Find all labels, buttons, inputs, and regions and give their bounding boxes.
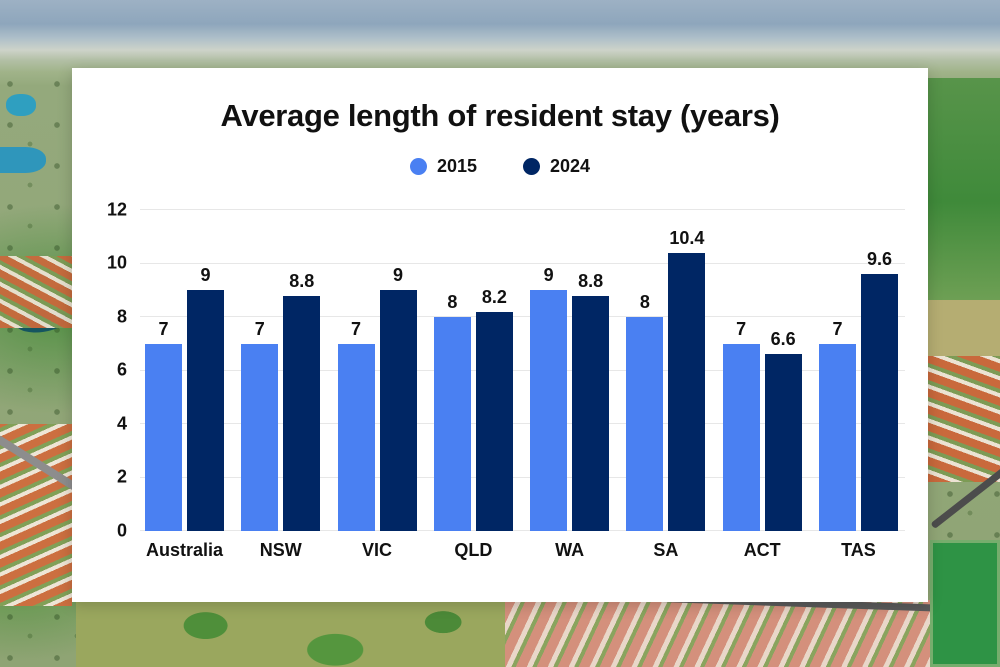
gridline-y-4: 4 (117, 413, 905, 433)
background-golf-fairway (928, 78, 1000, 303)
bar-2024-tas: 9.6 (860, 249, 898, 531)
chart-legend: 2015 2024 (72, 156, 928, 177)
legend-label: 2024 (550, 156, 591, 176)
background-pool (0, 147, 46, 173)
bar-value-label: 7 (254, 318, 265, 339)
bar-value-label: 6.6 (770, 329, 796, 350)
bar-value-label: 7 (832, 318, 843, 339)
bar-value-label: 7 (736, 318, 747, 339)
chart-card: Average length of resident stay (years) … (72, 68, 928, 602)
bar-group-qld: 8 8.2 QLD (433, 210, 513, 560)
bar-2024-nsw: 8.8 (283, 271, 321, 531)
gridline-y-10: 10 (107, 253, 905, 273)
y-axis-tick-2: 2 (116, 466, 127, 487)
gridline-y-2: 2 (117, 467, 905, 487)
y-axis-tick-6: 6 (116, 359, 127, 380)
bar-2015-vic: 7 (337, 319, 375, 531)
legend-swatch-icon (523, 158, 540, 175)
x-axis-label-tas: TAS (841, 540, 876, 560)
bar-groups: 7 9 Australia 7 8.8 NSW 7 9 VIC 8 8.2 QLD 9 8.8 WA 8 10.… (140, 210, 905, 560)
y-axis-tick-10: 10 (106, 252, 127, 273)
gridline-y-0: 0 (117, 520, 905, 540)
bar-value-label: 8.2 (481, 286, 507, 307)
bar-2015-qld: 8 (433, 292, 471, 531)
background-pond (930, 540, 1000, 667)
x-axis-label-nsw: NSW (259, 540, 302, 560)
bar-value-label: 9 (543, 265, 554, 286)
bar-2024-australia: 9 (187, 265, 224, 531)
y-axis-tick-0: 0 (116, 520, 127, 540)
y-axis-tick-8: 8 (116, 306, 127, 326)
bar-group-wa: 9 8.8 WA (530, 210, 610, 560)
bar-2015-wa: 9 (530, 265, 568, 531)
bar-2024-sa: 10.4 (668, 228, 706, 531)
bar-group-act: 7 6.6 ACT (722, 210, 802, 560)
bar-2015-sa: 8 (626, 292, 664, 531)
bar-2024-act: 6.6 (764, 329, 802, 531)
background-houses (928, 356, 1000, 482)
legend-swatch-icon (409, 158, 427, 175)
y-axis-tick-4: 4 (116, 413, 127, 433)
x-axis-label-wa: WA (555, 540, 585, 560)
background-houses (0, 256, 72, 328)
chart-title: Average length of resident stay (years) (220, 98, 780, 133)
x-axis-label-vic: VIC (362, 540, 393, 560)
bar-2015-nsw: 7 (241, 319, 279, 531)
bar-value-label: 8 (639, 292, 650, 312)
legend-item-2024: 2024 (523, 156, 590, 177)
bar-value-label: 8.8 (578, 270, 604, 291)
bar-2024-vic: 9 (379, 265, 417, 531)
y-axis-tick-12: 12 (106, 199, 127, 219)
bar-value-label: 10.4 (669, 227, 705, 248)
gridline-y-8: 8 (117, 306, 905, 326)
bar-group-australia: 7 9 Australia (145, 210, 224, 560)
bar-value-label: 9 (393, 265, 404, 286)
legend-label: 2015 (436, 156, 477, 176)
bar-2015-act: 7 (722, 319, 760, 531)
x-axis-label-qld: QLD (454, 540, 493, 560)
bar-group-tas: 7 9.6 TAS (818, 210, 898, 560)
bar-2015-tas: 7 (818, 319, 856, 531)
bar-value-label: 9.6 (866, 249, 892, 270)
background-pool (6, 94, 36, 116)
bar-value-label: 7 (158, 318, 169, 339)
x-axis-label-sa: SA (653, 540, 679, 560)
bar-2024-wa: 8.8 (572, 271, 610, 531)
bar-value-label: 8 (447, 292, 458, 312)
bar-group-nsw: 7 8.8 NSW (241, 210, 321, 560)
bar-value-label: 9 (200, 265, 211, 286)
background-houses (505, 600, 930, 667)
bar-2015-australia: 7 (145, 319, 182, 531)
gridline-y-6: 6 (117, 360, 905, 380)
x-axis-label-act: ACT (743, 540, 781, 560)
gridline-y-12: 12 (107, 199, 905, 219)
x-axis-label-australia: Australia (145, 540, 224, 560)
background-golf-fairway (76, 598, 508, 667)
bar-group-sa: 8 10.4 SA (626, 210, 706, 560)
legend-item-2015: 2015 (409, 156, 477, 177)
bar-value-label: 7 (351, 318, 362, 339)
background-houses (0, 424, 72, 606)
background-field (928, 300, 1000, 358)
bar-2024-qld: 8.2 (475, 287, 513, 531)
plot-area: 0 2 4 6 8 10 12 7 9 Australia 7 8.8 NSW 7 9 VIC 8 8.2 QLD 9… (107, 199, 905, 560)
bar-group-vic: 7 9 VIC (337, 210, 417, 560)
bar-value-label: 8.8 (289, 270, 315, 291)
